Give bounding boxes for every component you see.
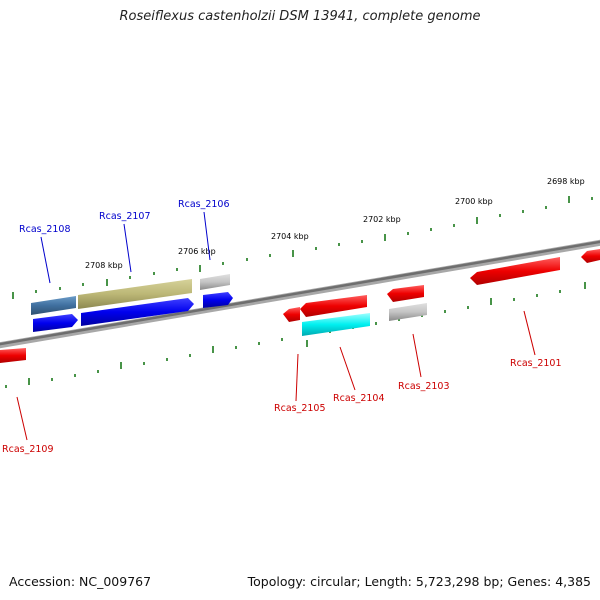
gene-feature-rcas-2108-b[interactable] bbox=[33, 314, 78, 332]
gene-label-rcas-2104[interactable]: Rcas_2104 bbox=[333, 393, 385, 404]
scale-label-2698: 2698 kbp bbox=[547, 177, 585, 186]
gene-label-rcas-2105[interactable]: Rcas_2105 bbox=[274, 403, 326, 414]
gene-feature-offscreen-right[interactable] bbox=[581, 249, 600, 263]
gene-feature-rcas-2105[interactable] bbox=[283, 307, 300, 322]
gene-feature-rcas-2101[interactable] bbox=[470, 257, 560, 285]
gene-feature-rcas-2104-a[interactable] bbox=[300, 295, 367, 317]
footer-accession: Accession: NC_009767 bbox=[9, 574, 152, 589]
scale-label-2702: 2702 kbp bbox=[363, 215, 401, 224]
gene-feature-rcas-2108-a[interactable] bbox=[31, 296, 76, 315]
gene-feature-rcas-2107-b[interactable] bbox=[81, 298, 194, 326]
scale-label-2706: 2706 kbp bbox=[178, 247, 216, 256]
gene-label-rcas-2108[interactable]: Rcas_2108 bbox=[19, 224, 71, 235]
gene-feature-rcas-2109[interactable] bbox=[0, 348, 26, 363]
genome-backbone bbox=[0, 239, 600, 349]
upper-scale-ticks bbox=[12, 196, 593, 299]
gene-feature-rcas-2103-b[interactable] bbox=[389, 303, 427, 321]
footer-stats: Topology: circular; Length: 5,723,298 bp… bbox=[247, 574, 591, 589]
gene-feature-rcas-2103-a[interactable] bbox=[387, 285, 424, 302]
gene-label-rcas-2107[interactable]: Rcas_2107 bbox=[99, 211, 151, 222]
page-title: Roseiflexus castenholzii DSM 13941, comp… bbox=[119, 9, 481, 24]
gene-feature-rcas-2106-a[interactable] bbox=[200, 274, 230, 290]
scale-label-2704: 2704 kbp bbox=[271, 232, 309, 241]
gene-label-rcas-2109[interactable]: Rcas_2109 bbox=[2, 444, 54, 455]
gene-label-rcas-2106[interactable]: Rcas_2106 bbox=[178, 199, 230, 210]
gene-feature-rcas-2104-b[interactable] bbox=[302, 313, 370, 336]
gene-label-rcas-2103[interactable]: Rcas_2103 bbox=[398, 381, 450, 392]
scale-label-2708: 2708 kbp bbox=[85, 261, 123, 270]
gene-feature-rcas-2107-a[interactable] bbox=[78, 279, 192, 309]
label-leader-lines bbox=[16, 211, 536, 441]
scale-label-2700: 2700 kbp bbox=[455, 197, 493, 206]
gene-label-rcas-2101[interactable]: Rcas_2101 bbox=[510, 358, 562, 369]
gene-feature-rcas-2106-b[interactable] bbox=[203, 292, 233, 308]
